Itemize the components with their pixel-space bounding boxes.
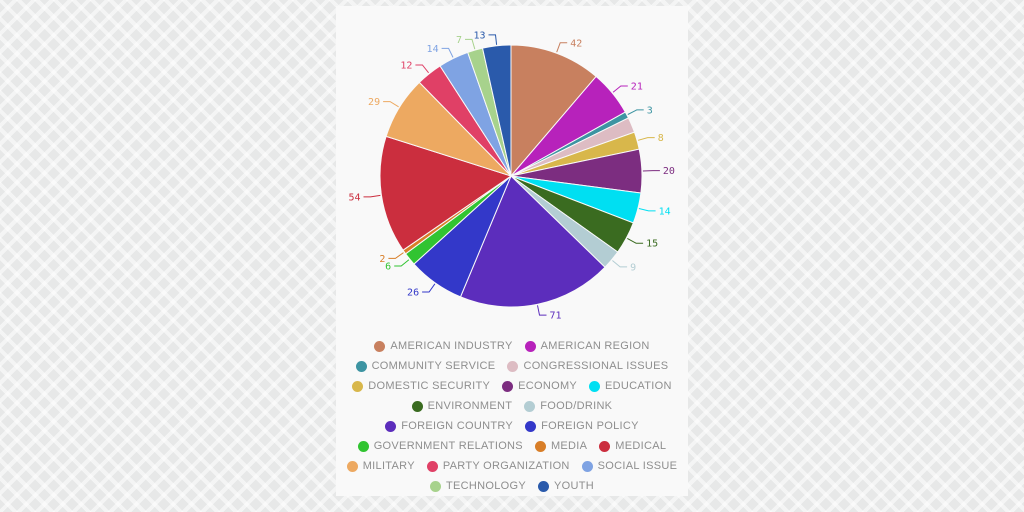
slice-value-label-economy: 20 (663, 166, 675, 177)
legend-label: AMERICAN REGION (540, 340, 650, 352)
legend-item-medical[interactable]: MEDICAL (599, 440, 666, 452)
legend-swatch-icon (524, 340, 536, 352)
slice-leader-line-technology (465, 38, 476, 50)
slice-leader-line-american-industry (556, 42, 568, 53)
legend-swatch-icon (599, 440, 611, 452)
slice-leader-line-party-organization (415, 64, 429, 74)
slice-value-label-medical: 54 (348, 192, 360, 203)
legend-item-social-issue[interactable]: SOCIAL ISSUE (581, 460, 678, 472)
legend-item-youth[interactable]: YOUTH (538, 480, 594, 492)
legend-label: DOMESTIC SECURITY (368, 380, 491, 392)
legend-label: YOUTH (554, 480, 594, 492)
legend-label: MEDIA (550, 440, 588, 452)
legend-swatch-icon (524, 400, 536, 412)
legend-label: ENVIRONMENT (427, 400, 513, 412)
legend-label: MILITARY (362, 460, 415, 472)
legend-swatch-icon (385, 420, 397, 432)
legend-label: PARTY ORGANIZATION (442, 460, 570, 472)
legend-swatch-icon (346, 460, 358, 472)
slice-value-label-domestic-security: 8 (658, 133, 664, 144)
slice-value-label-community-service: 3 (647, 105, 653, 116)
legend-item-economy[interactable]: ECONOMY (502, 380, 577, 392)
slice-leader-line-community-service (627, 109, 644, 115)
slice-leader-line-education (638, 208, 656, 212)
legend-swatch-icon (429, 480, 441, 492)
slice-leader-line-foreign-country (537, 305, 547, 316)
legend-item-environment[interactable]: ENVIRONMENT (411, 400, 513, 412)
slice-value-label-military: 29 (368, 97, 380, 108)
legend-swatch-icon (507, 360, 519, 372)
slice-leader-line-domestic-security (637, 137, 655, 141)
legend-swatch-icon (534, 440, 546, 452)
slice-value-label-environment: 15 (646, 239, 658, 250)
legend-item-foreign-policy[interactable]: FOREIGN POLICY (525, 420, 639, 432)
legend-item-community-service[interactable]: COMMUNITY SERVICE (355, 360, 496, 372)
legend-item-american-region[interactable]: AMERICAN REGION (524, 340, 650, 352)
legend-item-military[interactable]: MILITARY (346, 460, 415, 472)
slice-leader-line-environment (627, 237, 644, 244)
slice-value-label-youth: 13 (473, 30, 485, 41)
legend-swatch-icon (538, 480, 549, 492)
legend-swatch-icon (355, 360, 367, 372)
slice-leader-line-government-relations (394, 259, 410, 267)
legend-swatch-icon (581, 460, 593, 472)
slice-value-label-technology: 7 (456, 35, 462, 46)
legend-label: TECHNOLOGY (445, 480, 526, 492)
pie-slice-medical[interactable] (379, 135, 513, 251)
slice-leader-line-foreign-policy (422, 283, 436, 293)
legend-item-domestic-security[interactable]: DOMESTIC SECURITY (352, 380, 490, 392)
legend-item-foreign-country[interactable]: FOREIGN COUNTRY (385, 420, 513, 432)
legend-swatch-icon (357, 440, 369, 452)
legend-item-government-relations[interactable]: GOVERNMENT RELATIONS (357, 440, 523, 452)
legend-label: ECONOMY (518, 380, 578, 392)
slice-leader-line-american-region (612, 85, 628, 93)
slice-value-label-american-region: 21 (631, 82, 643, 93)
legend-swatch-icon (426, 460, 438, 472)
legend-swatch-icon (411, 400, 423, 412)
legend-label: FOOD/DRINK (540, 400, 613, 412)
slice-leader-line-youth (488, 34, 498, 45)
legend-item-media[interactable]: MEDIA (534, 440, 588, 452)
slice-value-label-foreign-policy: 26 (407, 288, 419, 299)
pie-slice-youth[interactable] (481, 44, 512, 177)
legend-item-party-organization[interactable]: PARTY ORGANIZATION (426, 460, 570, 472)
pie-slice-american-industry[interactable] (510, 44, 597, 178)
legend-swatch-icon (589, 380, 601, 392)
slice-value-label-party-organization: 12 (400, 61, 412, 72)
chart-card: 42 21 3 8 20 14 15 9 71 26 6 2 54 29 12 14 7 13 AMERICAN … (336, 6, 688, 496)
legend-item-congressional-issues[interactable]: CONGRESSIONAL ISSUES (507, 360, 668, 372)
slice-leader-line-food-drink (612, 260, 628, 268)
pie-slice-foreign-country[interactable] (459, 175, 606, 308)
legend-swatch-icon (352, 380, 364, 392)
legend-label: SOCIAL ISSUE (597, 460, 678, 472)
legend-item-education[interactable]: EDUCATION (589, 380, 672, 392)
slice-leader-line-military (383, 101, 399, 108)
legend-label: FOREIGN POLICY (541, 420, 639, 432)
legend-label: EDUCATION (605, 380, 672, 392)
legend-swatch-icon (525, 420, 537, 432)
slice-value-label-education: 14 (659, 206, 671, 217)
slice-value-label-foreign-country: 71 (550, 311, 562, 322)
legend-label: FOREIGN COUNTRY (401, 420, 514, 432)
slice-leader-line-medical (363, 194, 381, 198)
chart-legend: AMERICAN INDUSTRY AMERICAN REGION COMMUNIT… (343, 340, 681, 492)
slice-value-label-government-relations: 6 (385, 262, 391, 273)
legend-label: COMMUNITY SERVICE (371, 360, 496, 372)
slice-value-label-american-industry: 42 (570, 38, 582, 49)
legend-label: GOVERNMENT RELATIONS (373, 440, 523, 452)
slice-leader-line-media (388, 252, 404, 259)
legend-swatch-icon (502, 380, 514, 392)
legend-label: MEDICAL (615, 440, 667, 452)
legend-item-food-drink[interactable]: FOOD/DRINK (524, 400, 612, 412)
slice-value-label-food-drink: 9 (630, 262, 636, 273)
pie-chart: 42 21 3 8 20 14 15 9 71 26 62 54 29 12 14 7 13 (348, 30, 675, 322)
slice-value-label-media: 2 (379, 254, 385, 265)
legend-label: CONGRESSIONAL ISSUES (523, 360, 669, 372)
slice-value-label-social-issue: 14 (427, 44, 439, 55)
legend-swatch-icon (374, 340, 386, 352)
slice-leader-line-social-issue (441, 47, 454, 58)
legend-item-american-industry[interactable]: AMERICAN INDUSTRY (374, 340, 512, 352)
legend-item-technology[interactable]: TECHNOLOGY (429, 480, 526, 492)
legend-label: AMERICAN INDUSTRY (390, 340, 513, 352)
